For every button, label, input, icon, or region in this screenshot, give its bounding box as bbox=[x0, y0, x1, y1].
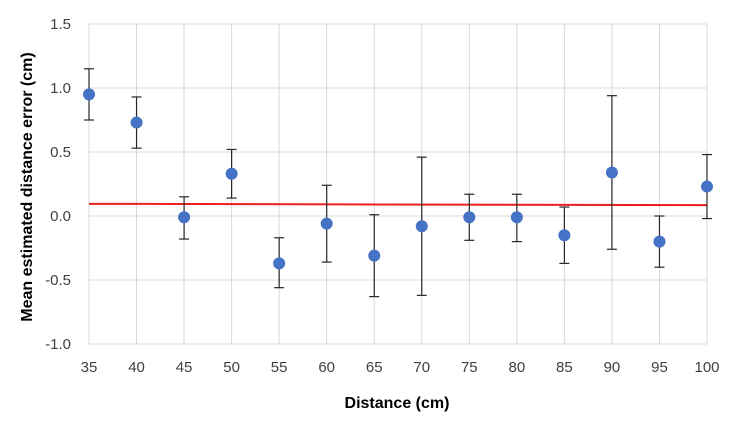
data-point bbox=[273, 257, 286, 270]
x-tick-label: 85 bbox=[556, 359, 573, 376]
data-point bbox=[320, 217, 333, 230]
data-point bbox=[368, 249, 381, 262]
x-tick-label: 80 bbox=[509, 359, 526, 376]
x-tick-label: 35 bbox=[81, 359, 98, 376]
x-tick-label: 65 bbox=[366, 359, 383, 376]
data-point bbox=[558, 229, 571, 242]
x-tick-label: 50 bbox=[223, 359, 240, 376]
y-tick-label: 0.5 bbox=[50, 144, 71, 161]
x-tick-label: 60 bbox=[318, 359, 335, 376]
y-axis-title: Mean estimated distance error (cm) bbox=[19, 52, 36, 321]
data-point bbox=[653, 235, 666, 248]
x-tick-label: 90 bbox=[604, 359, 621, 376]
grid bbox=[88, 23, 708, 345]
trendline-layer bbox=[88, 202, 708, 207]
x-tick-label: 55 bbox=[271, 359, 288, 376]
data-point bbox=[130, 116, 143, 129]
x-axis-title: Distance (cm) bbox=[345, 395, 450, 412]
data-point bbox=[605, 166, 618, 179]
x-tick-label: 75 bbox=[461, 359, 478, 376]
data-point bbox=[701, 180, 713, 193]
tick-labels: -1.0 -0.5 0.0 0.5 1.0 1.5 35 40 45 50 55 60 65 70 75 80… bbox=[45, 16, 719, 376]
data-point bbox=[415, 220, 428, 233]
data-point bbox=[463, 211, 476, 224]
y-tick-label: 1.0 bbox=[50, 80, 71, 97]
x-tick-label: 70 bbox=[413, 359, 430, 376]
data-point bbox=[178, 211, 191, 224]
data-point bbox=[83, 88, 95, 101]
x-tick-label: 40 bbox=[128, 359, 145, 376]
y-tick-label: -0.5 bbox=[45, 272, 71, 289]
x-tick-label: 45 bbox=[176, 359, 193, 376]
data-point bbox=[510, 211, 523, 224]
x-tick-label: 100 bbox=[694, 359, 719, 376]
data-points bbox=[83, 88, 713, 270]
trendline bbox=[88, 202, 708, 207]
y-tick-label: 0.0 bbox=[50, 208, 71, 225]
error-bars bbox=[84, 68, 712, 298]
y-tick-label: 1.5 bbox=[50, 16, 71, 33]
data-point bbox=[225, 167, 238, 180]
y-tick-label: -1.0 bbox=[45, 336, 71, 353]
x-tick-label: 95 bbox=[651, 359, 668, 376]
